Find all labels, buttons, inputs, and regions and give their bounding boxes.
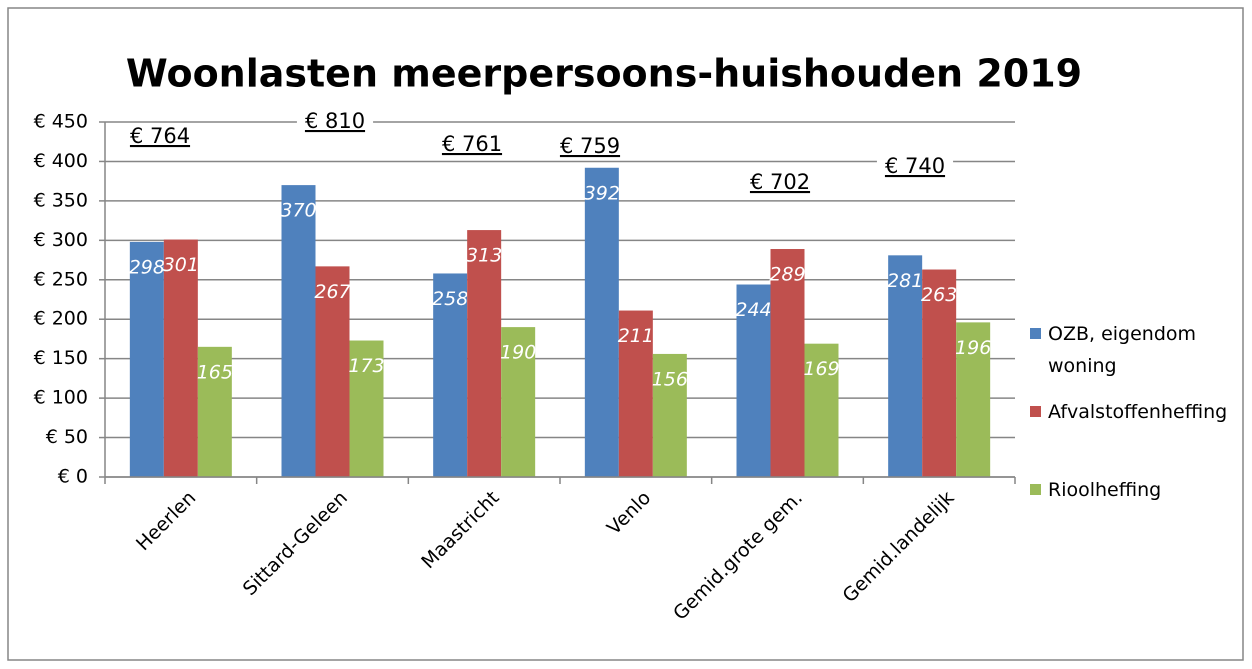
bar [584, 167, 619, 477]
bar [618, 310, 653, 477]
bar [888, 255, 923, 477]
data-label: 281 [887, 270, 923, 292]
bar [315, 266, 350, 477]
data-label: 263 [921, 284, 957, 306]
bar [129, 241, 164, 477]
data-label: 165 [197, 361, 233, 383]
y-tick-label: € 150 [34, 347, 88, 369]
annotation-bg [121, 124, 199, 150]
bar [501, 327, 536, 477]
annotation-bg [296, 109, 374, 135]
annotation-group: € 764 [121, 124, 199, 150]
data-label: 301 [163, 254, 199, 276]
data-label: 244 [735, 299, 771, 321]
data-label: 313 [466, 245, 502, 267]
data-label: 169 [803, 358, 839, 380]
bar [197, 346, 232, 477]
data-label: 298 [129, 256, 165, 278]
annotation: € 761 [442, 132, 502, 156]
bar [956, 322, 991, 477]
legend-swatch [1030, 484, 1041, 495]
bar [736, 284, 771, 477]
annotation-group: € 761 [433, 132, 511, 158]
legend-swatch [1030, 328, 1041, 339]
annotation: € 759 [560, 134, 620, 158]
legend-item: OZB, eigendom woning [1030, 318, 1245, 382]
annotation-group: € 759 [551, 134, 629, 160]
data-label: 267 [314, 281, 350, 303]
data-label: 173 [348, 355, 384, 377]
data-label: 196 [955, 337, 991, 359]
y-tick-label: € 100 [34, 387, 88, 409]
y-tick-label: € 350 [34, 189, 88, 211]
data-label: 211 [618, 325, 654, 347]
legend-item: Afvalstoffenheffing [1030, 396, 1245, 428]
chart-title: Woonlasten meerpersoons-huishouden 2019 [126, 52, 1082, 96]
y-tick-label: € 250 [34, 268, 88, 290]
bar [163, 239, 198, 477]
bar [467, 230, 502, 477]
annotation-bg [741, 170, 819, 196]
data-label: 370 [280, 200, 316, 222]
data-label: 190 [500, 342, 536, 364]
bar [804, 343, 839, 477]
bar [922, 269, 957, 477]
annotation-group: € 810 [296, 109, 374, 135]
annotation: € 740 [885, 154, 945, 178]
bar [652, 353, 687, 477]
y-tick-label: € 200 [34, 308, 88, 330]
data-label: 156 [652, 368, 688, 390]
legend-label: Afvalstoffenheffing [1048, 401, 1228, 423]
legend-swatch [1030, 406, 1041, 417]
bar [281, 185, 316, 477]
data-label: 258 [432, 288, 468, 310]
annotation-group: € 740 [876, 154, 954, 180]
annotation-bg [551, 134, 629, 160]
y-tick-label: € 0 [58, 466, 88, 488]
legend-label: OZB, eigendom woning [1048, 323, 1197, 377]
annotation: € 702 [750, 170, 810, 194]
data-label: 289 [769, 264, 805, 286]
y-tick-label: € 400 [34, 150, 88, 172]
legend-item: Rioolheffing [1030, 474, 1245, 506]
data-label: 392 [584, 182, 620, 204]
annotation-bg [433, 132, 511, 158]
y-tick-label: € 450 [34, 111, 88, 133]
y-tick-label: € 50 [46, 426, 88, 448]
bar [433, 273, 468, 477]
bar [349, 340, 384, 477]
annotation-group: € 702 [741, 170, 819, 196]
annotation-bg [876, 154, 954, 180]
annotation: € 764 [130, 124, 190, 148]
legend-label: Rioolheffing [1048, 479, 1162, 501]
annotation: € 810 [305, 109, 365, 133]
y-tick-label: € 300 [34, 229, 88, 251]
bar [770, 249, 805, 477]
